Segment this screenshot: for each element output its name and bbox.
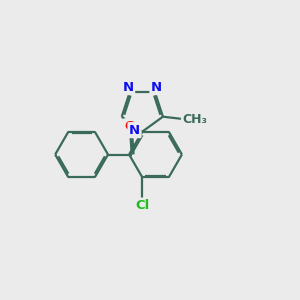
Text: N: N xyxy=(151,81,162,94)
Text: Cl: Cl xyxy=(135,199,149,212)
Text: N: N xyxy=(122,81,134,94)
Text: O: O xyxy=(124,120,136,133)
Text: N: N xyxy=(129,124,140,136)
Text: CH₃: CH₃ xyxy=(182,112,207,126)
